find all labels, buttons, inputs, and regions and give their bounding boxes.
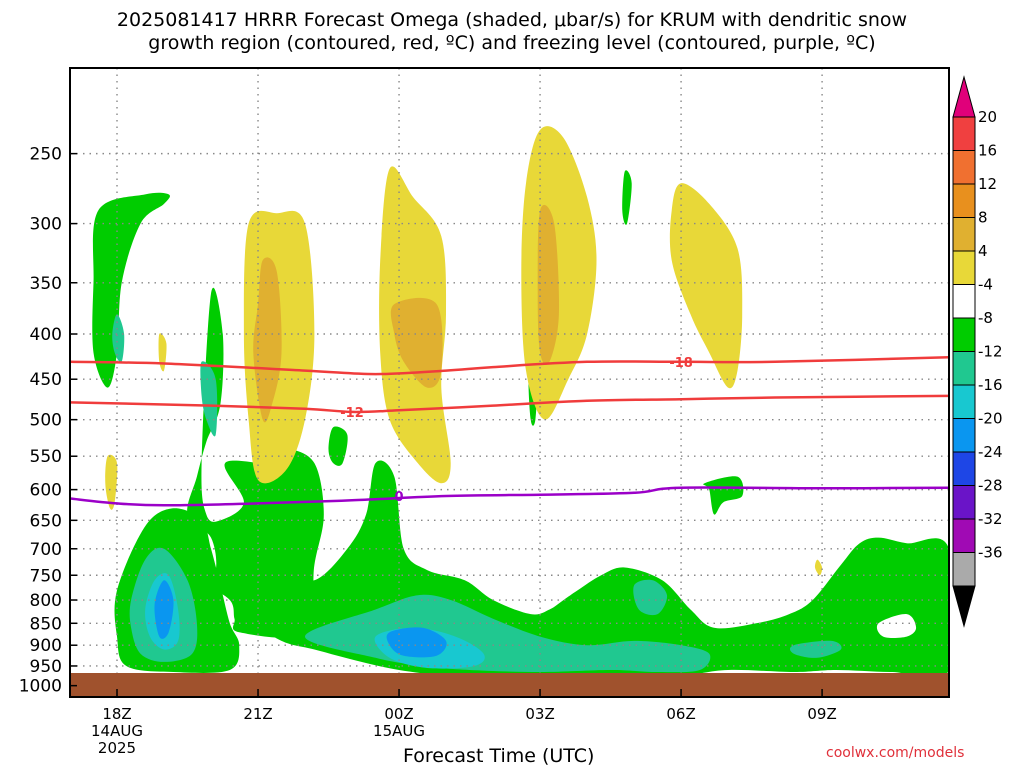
omega-region-14 bbox=[790, 640, 842, 658]
x-tick-label-18Z: 18Z bbox=[102, 705, 131, 723]
colorbar-label--12: -12 bbox=[978, 343, 1003, 361]
colorbar-label--28: -28 bbox=[978, 477, 1003, 495]
y-tick-label-400: 400 bbox=[30, 325, 62, 345]
colorbar-bin-2 bbox=[952, 150, 976, 185]
y-tick-label-700: 700 bbox=[30, 540, 62, 560]
colorbar-label--20: -20 bbox=[978, 410, 1003, 428]
x-tick-label-06Z: 06Z bbox=[666, 705, 695, 723]
colorbar-label-20: 20 bbox=[978, 108, 997, 126]
contour--18 bbox=[70, 356, 949, 376]
colorbar-bin-4 bbox=[952, 217, 976, 252]
colorbar-label--24: -24 bbox=[978, 443, 1003, 461]
colorbar-bin-7 bbox=[952, 317, 976, 352]
omega-region-2 bbox=[112, 314, 125, 363]
omega-region-21 bbox=[158, 333, 167, 372]
colorbar-label-4: 4 bbox=[978, 242, 988, 260]
ground-surface bbox=[70, 673, 949, 697]
colorbar-bin-9 bbox=[952, 384, 976, 419]
y-tick-label-800: 800 bbox=[30, 591, 62, 611]
omega-region-8 bbox=[154, 580, 174, 639]
x-tick-label-00Z: 00Z bbox=[384, 705, 413, 723]
x-tick-label-21Z: 21Z bbox=[243, 705, 272, 723]
omega-region-1 bbox=[92, 192, 170, 388]
y-tick-label-900: 900 bbox=[30, 636, 62, 656]
colorbar-bin-3 bbox=[952, 183, 976, 218]
y-tick-label-300: 300 bbox=[30, 215, 62, 235]
colorbar-label--32: -32 bbox=[978, 510, 1003, 528]
colorbar-bin-6 bbox=[952, 284, 976, 319]
x-tick-sublabel-15AUG: 15AUG bbox=[373, 722, 425, 740]
y-tick-label-650: 650 bbox=[30, 511, 62, 531]
y-tick-label-1000: 1000 bbox=[19, 677, 62, 697]
colorbar-top-arrow bbox=[952, 75, 976, 118]
chart-title-line-1: 2025081417 HRRR Forecast Omega (shaded, … bbox=[116, 9, 908, 31]
x-tick-sublabel-14AUG: 14AUG bbox=[91, 722, 143, 740]
colorbar-bin-12 bbox=[952, 485, 976, 520]
y-tick-label-550: 550 bbox=[30, 447, 62, 467]
colorbar-bin-5 bbox=[952, 250, 976, 285]
colorbar-label--4: -4 bbox=[978, 276, 993, 294]
contour-label--18: -18 bbox=[669, 356, 693, 371]
omega-region-15 bbox=[703, 476, 744, 515]
grid-layer bbox=[70, 68, 949, 697]
omega-region-16 bbox=[622, 170, 632, 225]
omega-region-27 bbox=[537, 204, 560, 365]
colorbar-bin-10 bbox=[952, 418, 976, 453]
omega-region-12 bbox=[386, 627, 447, 658]
pressure-axis: 2503003504004505005506006507007508008509… bbox=[19, 145, 77, 697]
omega-region-25 bbox=[390, 297, 443, 388]
contour-0 bbox=[70, 486, 949, 507]
colorbar-label--16: -16 bbox=[978, 376, 1003, 394]
omega-region-29 bbox=[814, 559, 823, 576]
colorbar-bin-11 bbox=[952, 451, 976, 486]
y-tick-label-950: 950 bbox=[30, 657, 62, 677]
plot-frame bbox=[69, 67, 950, 698]
colorbar-label-12: 12 bbox=[978, 175, 997, 193]
x-axis-label: Forecast Time (UTC) bbox=[403, 745, 595, 767]
colorbar-bin-14 bbox=[952, 552, 976, 587]
chart-title-line-2: growth region (contoured, red, ºC) and f… bbox=[148, 32, 876, 54]
y-tick-label-850: 850 bbox=[30, 614, 62, 634]
omega-region-4 bbox=[200, 361, 218, 437]
x-tick-label-09Z: 09Z bbox=[807, 705, 836, 723]
y-tick-label-350: 350 bbox=[30, 274, 62, 294]
colorbar-bin-8 bbox=[952, 351, 976, 386]
omega-shading-layer bbox=[92, 126, 949, 681]
contour-label-0: 0 bbox=[395, 490, 404, 505]
colorbar-bin-1 bbox=[952, 116, 976, 151]
source-credit: coolwx.com/models bbox=[826, 745, 965, 761]
contour-layer: -18 -12 0 bbox=[70, 356, 949, 507]
omega-region-23 bbox=[253, 257, 282, 423]
contour--12 bbox=[70, 394, 949, 414]
omega-region-28 bbox=[669, 183, 743, 389]
omega-region-19 bbox=[876, 614, 917, 638]
colorbar-label-16: 16 bbox=[978, 142, 997, 160]
colorbar-label--8: -8 bbox=[978, 309, 993, 327]
omega-region-20 bbox=[105, 454, 118, 510]
x-tick-label-03Z: 03Z bbox=[525, 705, 554, 723]
y-tick-label-250: 250 bbox=[30, 145, 62, 165]
colorbar-label-8: 8 bbox=[978, 209, 988, 227]
contour-label--12: -12 bbox=[340, 406, 364, 421]
y-tick-label-450: 450 bbox=[30, 370, 62, 390]
y-tick-label-500: 500 bbox=[30, 411, 62, 431]
omega-region-18 bbox=[328, 426, 348, 466]
x-tick-sublabel-2025: 2025 bbox=[98, 739, 136, 757]
colorbar-bin-13 bbox=[952, 518, 976, 553]
omega-colorbar: 20 16 12 8 4 -4 -8 -12 -16 -20 -24 -28 -32 -36 bbox=[952, 75, 1003, 628]
omega-region-13 bbox=[633, 579, 668, 616]
y-tick-label-750: 750 bbox=[30, 566, 62, 586]
y-tick-label-600: 600 bbox=[30, 481, 62, 501]
colorbar-bottom-arrow bbox=[952, 585, 976, 628]
colorbar-label--36: -36 bbox=[978, 544, 1003, 562]
